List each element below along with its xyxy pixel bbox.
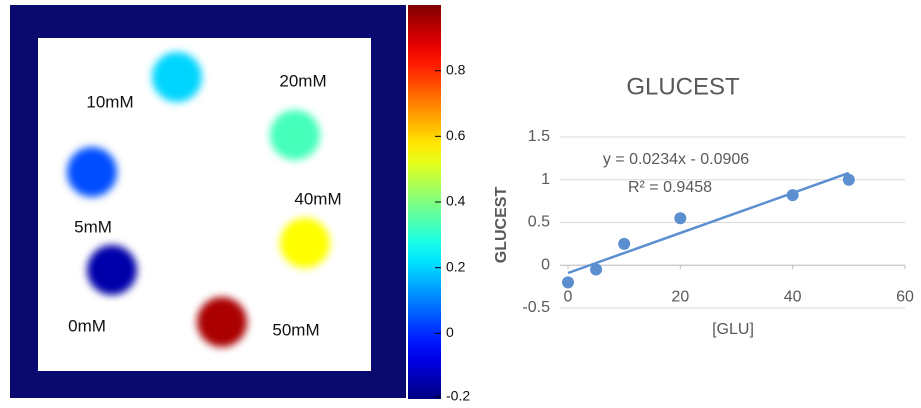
- colorbar-tick-label: 0.8: [446, 61, 466, 77]
- phantom-spot: [280, 218, 330, 268]
- trend-equation: y = 0.0234x - 0.0906: [603, 151, 749, 168]
- data-point: [590, 264, 602, 276]
- r-squared: R² = 0.9458: [628, 179, 712, 196]
- x-axis-label: [GLU]: [712, 321, 754, 338]
- x-tick-label: 60: [896, 288, 914, 305]
- data-point: [562, 276, 574, 288]
- phantom-spot: [152, 52, 202, 102]
- y-tick-label: 0: [541, 256, 550, 273]
- x-tick-label: 20: [671, 288, 689, 305]
- phantom-spot: [270, 110, 320, 160]
- y-tick-label: -0.5: [522, 299, 550, 316]
- y-tick-label: 0.5: [528, 214, 550, 231]
- data-point: [843, 174, 855, 186]
- spot-label: 40mM: [294, 189, 341, 208]
- phantom-spot: [197, 297, 247, 347]
- x-tick-label: 40: [784, 288, 802, 305]
- spot-label: 50mM: [272, 320, 319, 339]
- spot-label: 0mM: [68, 316, 106, 335]
- phantom-spot: [67, 147, 117, 197]
- chart-title: GLUCEST: [626, 73, 740, 100]
- data-point: [787, 189, 799, 201]
- data-point: [674, 212, 686, 224]
- colorbar-tick-label: 0.2: [446, 258, 466, 274]
- x-tick-label: 0: [564, 288, 573, 305]
- y-tick-label: 1.5: [528, 128, 550, 145]
- spot-label: 10mM: [86, 92, 133, 111]
- spot-label: 5mM: [74, 217, 112, 236]
- colorbar-tick-label: 0.4: [446, 193, 466, 209]
- colorbar-tick-label: 0: [446, 324, 454, 340]
- colorbar-tick-label: -0.2: [446, 388, 470, 404]
- colorbar-tick-label: 0.6: [446, 127, 466, 143]
- figure: GLUCEST [GLU] GLUCEST y = 0.0234x - 0.09…: [0, 0, 921, 408]
- y-tick-label: 1: [541, 171, 550, 188]
- y-axis-label: GLUCEST: [493, 187, 510, 264]
- data-point: [618, 238, 630, 250]
- phantom-spot: [87, 245, 137, 295]
- spot-label: 20mM: [279, 71, 326, 90]
